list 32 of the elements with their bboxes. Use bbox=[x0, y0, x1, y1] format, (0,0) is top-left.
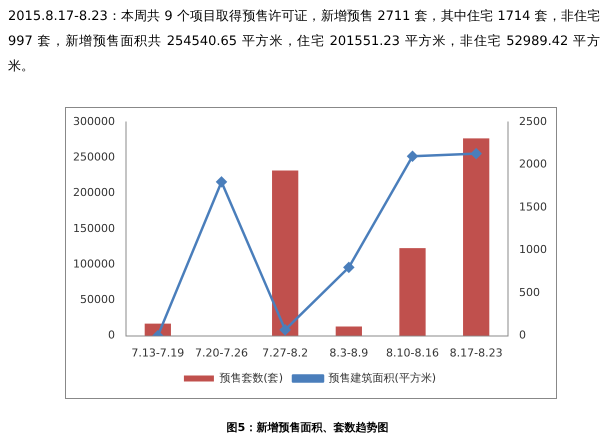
point bbox=[216, 176, 227, 188]
bar bbox=[272, 170, 298, 336]
point bbox=[280, 324, 290, 336]
x-tick-label: 7.13-7.19 bbox=[131, 346, 184, 360]
x-tick-label: 7.27-8.2 bbox=[262, 346, 308, 360]
y-tick-label: 50000 bbox=[80, 293, 115, 306]
x-tick-label: 7.20-7.26 bbox=[195, 346, 248, 360]
legend-label: 预售套数(套) bbox=[219, 371, 284, 384]
text: 2015.8.17-8.23：本周共 9 个项目取得预售许可证，新增预售 2711 套，其中住宅 1714 套，非住宅 997 套，新增预售面积共 254540.65 平方米，住宅 201551.23 平方米，非住宅 52989.42 平方米。 bbox=[8, 8, 600, 76]
x-tick-label: 8.17-8.23 bbox=[450, 346, 503, 360]
x-tick-label: 8.10-8.16 bbox=[386, 346, 439, 360]
legend-label: 预售建筑面积(平方米) bbox=[328, 371, 436, 384]
y2-tick-label: 1500 bbox=[519, 200, 548, 214]
y-tick-label: 200000 bbox=[72, 186, 115, 200]
point bbox=[470, 148, 482, 159]
y-tick-label: 0 bbox=[108, 328, 115, 342]
y-tick-label: 150000 bbox=[72, 222, 115, 235]
bar bbox=[336, 326, 362, 336]
point bbox=[344, 262, 354, 273]
text: 图5：新增预售面积、套数趋势图 bbox=[226, 420, 390, 435]
bar bbox=[463, 138, 490, 336]
bar bbox=[399, 248, 426, 336]
y2-tick-label: 2000 bbox=[519, 158, 548, 171]
x-tick-label: 8.3-8.9 bbox=[329, 346, 368, 360]
y-tick-label: 300000 bbox=[72, 114, 115, 128]
y-tick-label: 100000 bbox=[72, 257, 115, 270]
y2-tick-label: 0 bbox=[519, 328, 526, 342]
y-tick-label: 250000 bbox=[72, 150, 115, 164]
y2-tick-label: 500 bbox=[519, 286, 540, 299]
point bbox=[407, 150, 418, 162]
y2-tick-label: 2500 bbox=[519, 114, 548, 128]
y2-tick-label: 1000 bbox=[519, 243, 548, 256]
